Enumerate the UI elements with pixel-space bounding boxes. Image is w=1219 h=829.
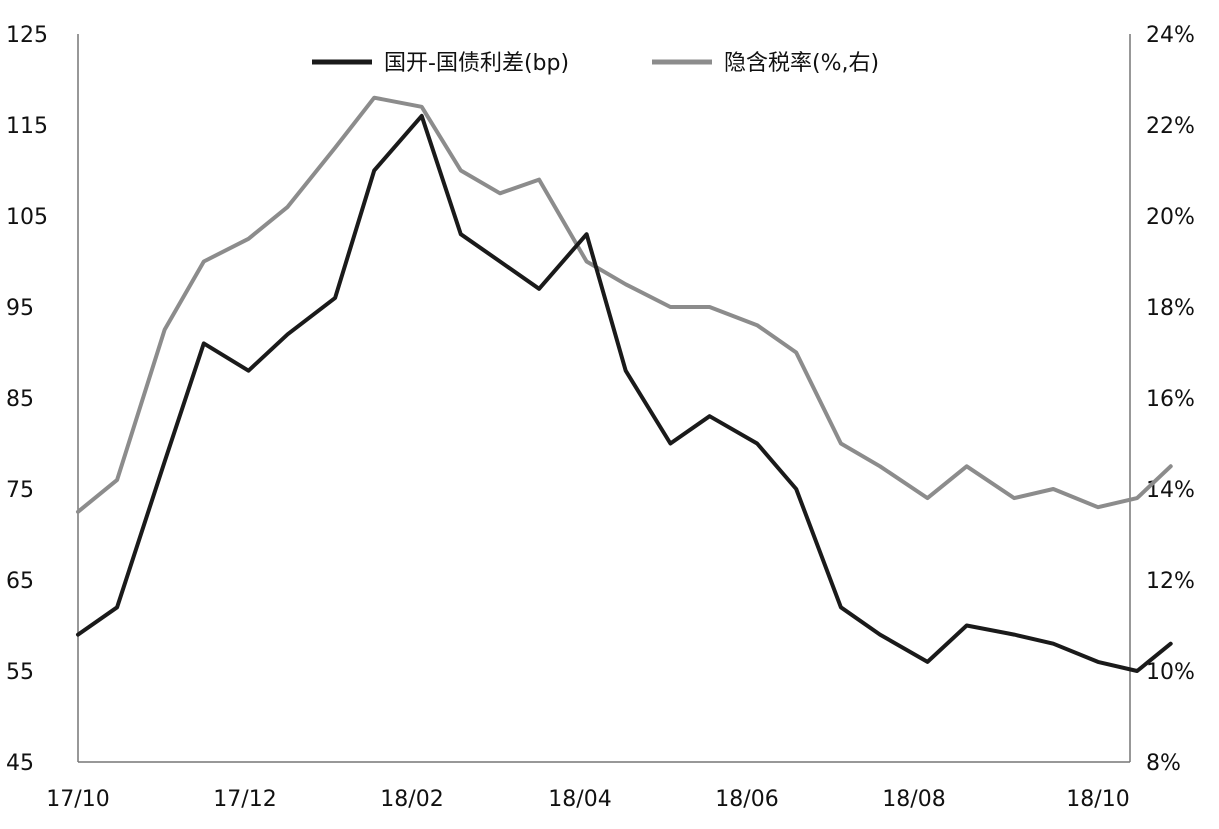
x-axis-tick-label: 17/12 <box>213 787 276 812</box>
series-line-implied-tax-rate <box>76 95 1173 514</box>
left-axis-tick-labels: 125 115 105 95 85 75 65 55 45 <box>6 23 48 776</box>
left-axis-tick-label: 85 <box>6 387 34 412</box>
x-axis-tick-label: 18/10 <box>1066 787 1129 812</box>
x-axis-tick-label: 18/08 <box>882 787 945 812</box>
x-axis-tick-label: 18/02 <box>380 787 443 812</box>
series-line-cdb-treasury-spread <box>76 113 1173 673</box>
legend-label: 国开-国债利差(bp) <box>384 51 569 76</box>
x-axis-tick-label: 18/04 <box>548 787 611 812</box>
right-axis-tick-label: 12% <box>1146 569 1195 594</box>
x-axis-tick-label: 18/06 <box>715 787 778 812</box>
x-axis-tick-labels: 17/10 17/12 18/02 18/04 18/06 18/08 18/10 <box>46 787 1129 812</box>
right-axis-tick-label: 8% <box>1146 751 1181 776</box>
right-axis-tick-label: 24% <box>1146 23 1195 48</box>
left-axis-tick-label: 125 <box>6 23 48 48</box>
right-axis-tick-label: 22% <box>1146 114 1195 139</box>
x-axis-tick-label: 17/10 <box>46 787 109 812</box>
legend: 国开-国债利差(bp) 隐含税率(%,右) <box>312 51 879 76</box>
left-axis-tick-label: 75 <box>6 478 34 503</box>
left-axis-tick-label: 45 <box>6 751 34 776</box>
left-axis-tick-label: 95 <box>6 296 34 321</box>
left-axis-tick-label: 55 <box>6 660 34 685</box>
legend-label: 隐含税率(%,右) <box>724 51 879 76</box>
right-axis-tick-label: 10% <box>1146 660 1195 685</box>
chart-axes <box>77 34 1131 763</box>
right-axis-tick-label: 18% <box>1146 296 1195 321</box>
right-axis-tick-labels: 24%22%20%18%16%14%12%10%8% <box>1146 23 1195 776</box>
left-axis-tick-label: 105 <box>6 205 48 230</box>
right-axis-tick-label: 16% <box>1146 387 1195 412</box>
left-axis-tick-label: 65 <box>6 569 34 594</box>
right-axis-tick-label: 20% <box>1146 205 1195 230</box>
left-axis-tick-label: 115 <box>6 114 48 139</box>
series-lines <box>76 95 1173 673</box>
